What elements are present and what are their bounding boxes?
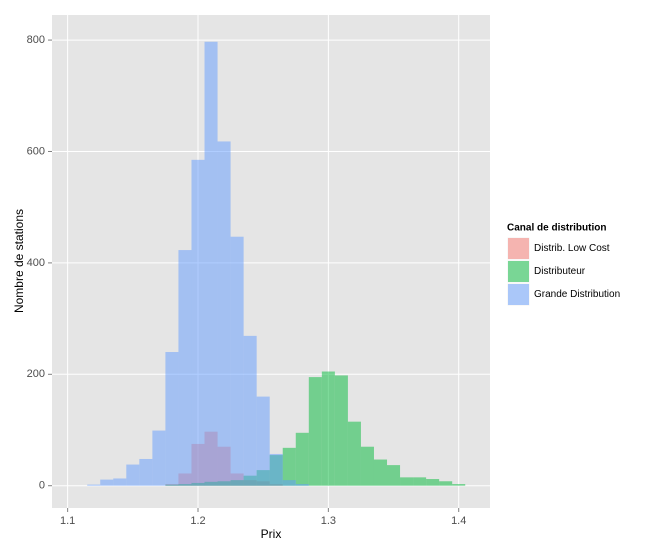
- histogram-bar: [113, 478, 127, 486]
- histogram-bar: [139, 458, 153, 486]
- y-tick-label: 800: [27, 34, 45, 46]
- x-tick-label: 1.2: [190, 515, 205, 527]
- legend-label: Distrib. Low Cost: [534, 243, 610, 254]
- histogram-bar: [87, 484, 101, 486]
- histogram-bar: [230, 236, 244, 486]
- x-tick-label: 1.1: [60, 515, 75, 527]
- histogram-bar: [282, 447, 296, 486]
- y-tick-label: 200: [27, 368, 45, 380]
- histogram-bar: [282, 480, 296, 486]
- histogram-bar: [413, 477, 427, 486]
- y-tick-label: 400: [27, 257, 45, 269]
- histogram-bar: [387, 465, 401, 486]
- histogram-bar: [373, 459, 388, 486]
- histogram-bar: [400, 477, 414, 486]
- histogram-bar: [269, 453, 283, 486]
- x-tick-label: 1.3: [321, 515, 336, 527]
- histogram-bar: [439, 481, 453, 486]
- histogram-bar: [426, 479, 440, 486]
- legend-key: [508, 284, 529, 305]
- legend-label: Distributeur: [534, 266, 586, 277]
- histogram-bar: [152, 430, 166, 486]
- histogram-bar: [191, 159, 205, 486]
- histogram-bar: [347, 421, 361, 486]
- histogram-bar: [243, 335, 257, 486]
- histogram-bar: [295, 432, 309, 486]
- x-axis-title: Prix: [261, 527, 282, 541]
- plot-panel: [52, 15, 490, 508]
- histogram-bar: [165, 352, 179, 486]
- histogram-bar: [126, 464, 140, 486]
- histogram-bar: [100, 479, 114, 486]
- legend-key: [508, 261, 529, 282]
- y-axis-title: Nombre de stations: [12, 209, 26, 313]
- histogram-bar: [217, 141, 231, 486]
- legend-key: [508, 238, 529, 259]
- y-tick-label: 0: [39, 480, 45, 492]
- legend-title: Canal de distribution: [507, 223, 606, 234]
- y-tick-label: 600: [27, 145, 45, 157]
- histogram-bar: [321, 371, 335, 486]
- histogram-bar: [295, 484, 309, 486]
- histogram-bar: [256, 396, 270, 486]
- histogram-bar: [452, 484, 466, 486]
- histogram-bar: [334, 375, 348, 486]
- histogram-bar: [308, 377, 322, 486]
- legend-label: Grande Distribution: [534, 289, 620, 300]
- histogram-bar: [204, 41, 218, 486]
- histogram-bar: [360, 446, 374, 486]
- histogram-bar: [178, 250, 192, 486]
- x-tick-label: 1.4: [451, 515, 466, 527]
